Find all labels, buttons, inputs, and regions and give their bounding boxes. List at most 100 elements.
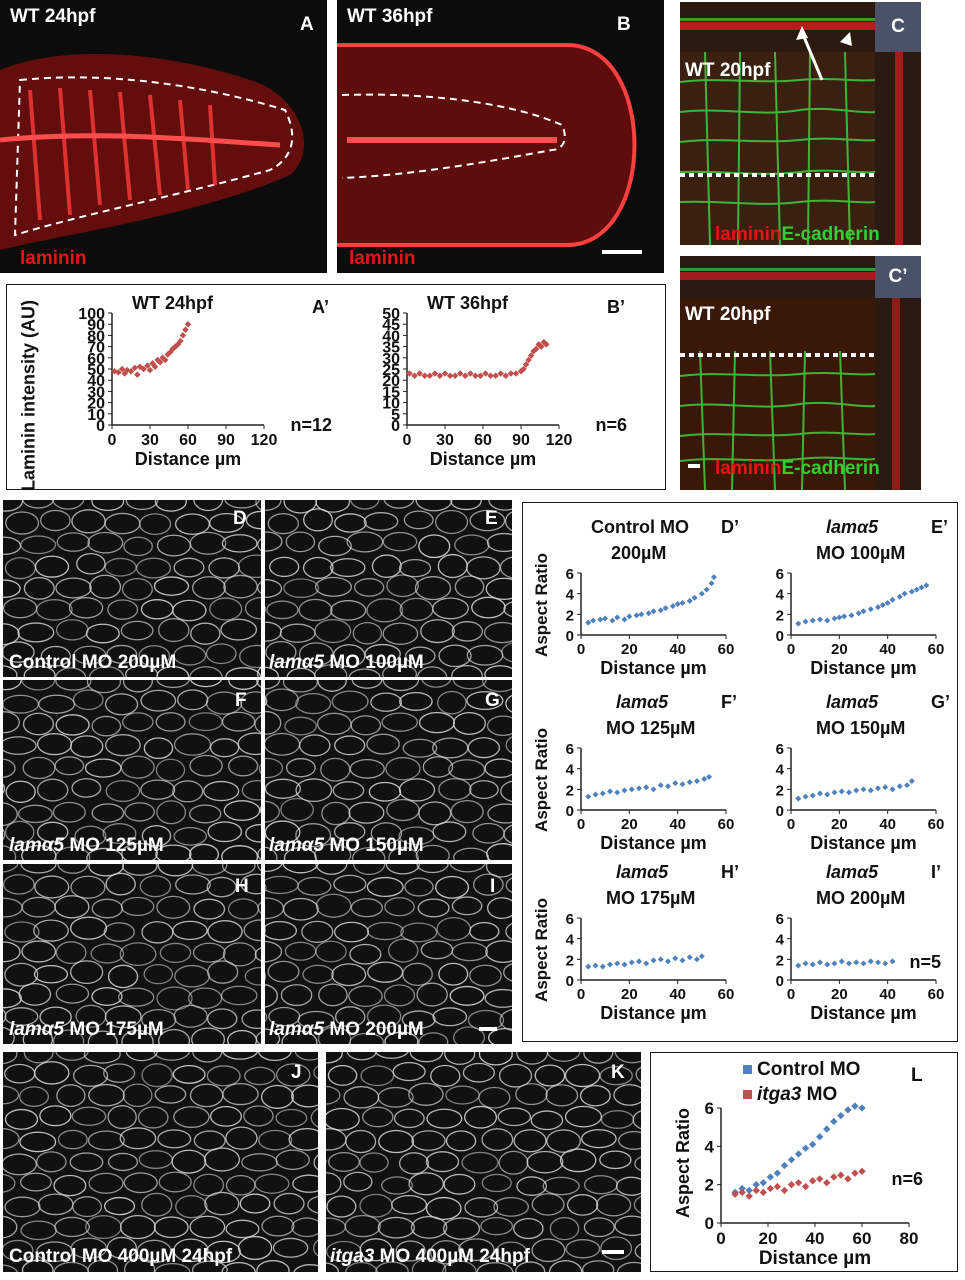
cell-outline <box>241 779 261 801</box>
cell-outline <box>19 1131 57 1153</box>
y-tick-label: 0 <box>566 628 574 645</box>
data-point <box>816 1175 824 1183</box>
cell-outline <box>501 642 512 663</box>
cell-outline <box>125 500 159 511</box>
background <box>3 864 261 1044</box>
cell-outline <box>302 964 334 984</box>
cell-outline <box>335 1006 366 1028</box>
x-tick-label: 60 <box>474 432 492 449</box>
cell-outline <box>294 1052 318 1061</box>
y-tick-label: 0 <box>776 973 784 990</box>
label-text: Control MO 200µM <box>9 652 177 673</box>
cell-outline <box>265 531 283 552</box>
x-tick-label: 0 <box>787 986 795 1003</box>
data-point <box>636 958 642 965</box>
cell-outline <box>331 690 369 713</box>
cell-outline <box>70 735 104 758</box>
cell-outline <box>388 938 419 963</box>
x-tick-label: 0 <box>577 816 585 833</box>
data-point <box>875 959 881 966</box>
data-point <box>710 574 717 581</box>
background <box>3 1052 318 1272</box>
data-point <box>140 365 147 373</box>
cell-outline <box>105 734 141 757</box>
y-tick-label: 15 <box>382 384 400 401</box>
data-point <box>621 787 628 794</box>
y-tick-label: 6 <box>705 1099 714 1118</box>
cell-outline <box>346 1052 378 1061</box>
x-tick-label: 120 <box>251 432 278 449</box>
cell-outline <box>286 667 317 677</box>
panel-i-letter: I <box>490 876 496 897</box>
cell-outline <box>89 574 122 599</box>
cell-outline <box>398 558 432 578</box>
y-tick-label: 4 <box>566 932 575 949</box>
y-tick-label: 50 <box>87 362 105 379</box>
y-tick-label: 4 <box>776 762 785 779</box>
cell-outline <box>107 964 139 989</box>
cell-outline <box>449 985 485 1006</box>
cell-outline <box>432 1007 468 1027</box>
x-tick-label: 40 <box>669 816 686 833</box>
data-point <box>745 1186 753 1195</box>
cell-outline <box>317 680 347 692</box>
cell-outline <box>107 599 139 620</box>
plot-title-line1: lamα5 <box>826 517 879 537</box>
cell-outline <box>393 1108 425 1129</box>
label-text: MO 400µM 24hpf <box>374 1246 530 1267</box>
y-tick-label: 2 <box>566 952 574 969</box>
cell-outline <box>21 680 56 691</box>
cell-outline <box>385 756 421 781</box>
data-point <box>592 962 599 969</box>
data-point <box>144 362 151 369</box>
cell-outline <box>3 1026 15 1044</box>
data-point <box>179 332 187 339</box>
cell-outline <box>141 1192 173 1217</box>
label-text: Control MO 400µM 24hpf <box>9 1246 233 1267</box>
data-point <box>838 788 845 795</box>
data-point <box>867 958 874 965</box>
cell-outline <box>291 1217 318 1238</box>
cell-outline <box>283 847 317 860</box>
cell-outline <box>265 578 283 599</box>
data-point <box>592 791 599 798</box>
cell-outline <box>5 780 36 804</box>
cell-outline <box>371 554 402 578</box>
cell-outline <box>282 897 319 921</box>
data-point <box>908 778 915 785</box>
cell-outline <box>73 645 107 665</box>
data-point <box>703 586 710 593</box>
cell-outline <box>155 758 186 782</box>
cell-outline <box>40 509 71 532</box>
cell-outline <box>18 982 52 1006</box>
x-tick-label: 20 <box>831 641 848 658</box>
cell-outline <box>484 758 512 778</box>
cell-outline-pattern <box>3 680 261 860</box>
data-point <box>795 620 802 627</box>
cell-outline <box>350 898 383 918</box>
cell-outline <box>458 1238 495 1262</box>
y-tick-label: 4 <box>776 932 785 949</box>
panel-b-title: WT 36hpf <box>347 6 433 27</box>
cell-outline <box>244 966 261 986</box>
cell-outline <box>21 500 55 509</box>
data-point <box>638 611 645 618</box>
cell-outline <box>209 513 245 533</box>
cell-outline <box>175 874 211 895</box>
cell-outline <box>462 1062 495 1083</box>
data-point <box>436 372 444 379</box>
cell-outline <box>85 623 120 644</box>
cell-outline <box>192 1052 223 1063</box>
y-tick-label: 5 <box>391 407 400 424</box>
data-point <box>808 1140 817 1149</box>
cell-outline-pattern <box>265 500 512 677</box>
aspect-plots-frame: 0 2 4 6 0 20 40 60 Distance µm Control MO 200µM D’ A… <box>522 502 958 1042</box>
cell-outline <box>34 555 70 578</box>
plot-title-line1: lamα5 <box>826 862 879 882</box>
data-point <box>794 1150 803 1158</box>
cell-outline <box>505 694 512 713</box>
x-tick-label: 0 <box>577 641 585 658</box>
cell-outline <box>266 600 299 620</box>
y-axis-label: Aspect Ratio <box>532 898 551 1002</box>
data-point <box>597 616 604 623</box>
